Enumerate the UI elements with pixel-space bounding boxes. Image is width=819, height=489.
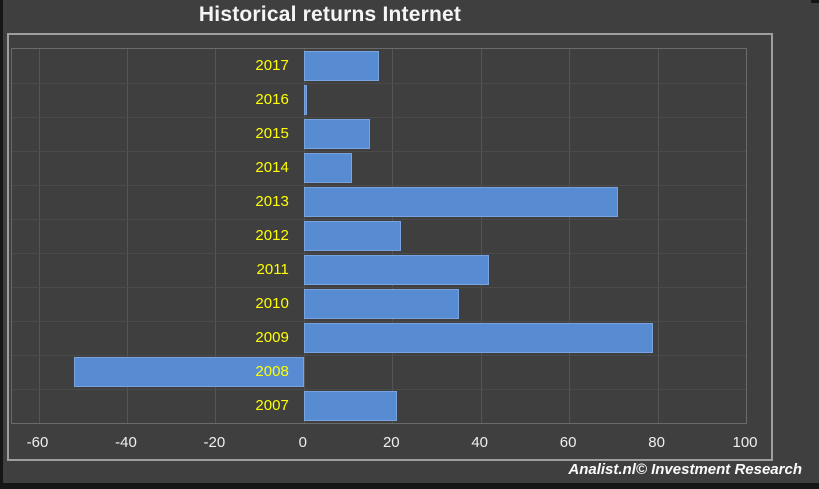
bar-2011: [303, 255, 490, 285]
v-gridline: [657, 49, 659, 423]
plot-area: 2017 2016 2015 2014 2013 2012 2011 2010 2009 2008…: [11, 48, 747, 424]
category-label-2017: 2017: [255, 57, 289, 74]
watermark: Analist.nl© Investment Research: [568, 461, 802, 478]
bar-2014: [303, 153, 353, 183]
bar-2009: [303, 323, 654, 353]
h-gridline: [12, 355, 746, 356]
bar-2015: [303, 119, 371, 149]
x-tick-label: 20: [382, 434, 400, 451]
x-tick-label: 100: [732, 434, 758, 451]
x-tick-label: 80: [648, 434, 665, 451]
category-label-2013: 2013: [255, 193, 289, 210]
x-tick-label: -60: [26, 434, 49, 451]
v-gridline: [480, 49, 482, 423]
h-gridline: [12, 287, 746, 288]
category-label-2011: 2011: [256, 261, 289, 278]
h-gridline: [12, 321, 746, 322]
x-axis: -60 -40 -20 0 20 40 60 80 100: [0, 433, 819, 453]
category-label-2014: 2014: [255, 159, 289, 176]
category-label-2008: 2008: [255, 363, 289, 380]
h-gridline: [12, 83, 746, 84]
x-tick-label: 0: [298, 434, 307, 451]
screen-edge-left: [0, 0, 3, 489]
x-tick-label: -40: [115, 434, 137, 451]
h-gridline: [12, 117, 746, 118]
bar-2008: [73, 357, 304, 387]
bar-2007: [303, 391, 397, 421]
bar-2012: [303, 221, 402, 251]
screen-corner-top-right: [811, 0, 819, 3]
bar-2013: [303, 187, 618, 217]
h-gridline: [12, 253, 746, 254]
category-label-2015: 2015: [255, 125, 289, 142]
h-gridline: [12, 151, 746, 152]
bar-2017: [303, 51, 379, 81]
screen-edge-bottom: [0, 483, 819, 489]
bar-2016: [303, 85, 307, 115]
v-gridline: [215, 49, 217, 423]
h-gridline: [12, 219, 746, 220]
v-gridline: [569, 49, 571, 423]
x-tick-label: -20: [203, 434, 226, 451]
v-gridline: [127, 49, 128, 423]
category-label-2016: 2016: [255, 91, 289, 108]
category-label-2007: 2007: [255, 397, 289, 414]
h-gridline: [12, 185, 746, 186]
x-tick-label: 60: [559, 434, 577, 451]
v-gridline: [38, 49, 40, 423]
bar-2010: [303, 289, 459, 319]
h-gridline: [12, 389, 746, 390]
chart-title: Historical returns Internet: [198, 3, 462, 26]
category-label-2009: 2009: [255, 329, 289, 346]
x-tick-label: 40: [471, 434, 489, 451]
category-label-2012: 2012: [255, 227, 289, 244]
category-label-2010: 2010: [255, 295, 289, 312]
chart-border: [7, 33, 773, 461]
